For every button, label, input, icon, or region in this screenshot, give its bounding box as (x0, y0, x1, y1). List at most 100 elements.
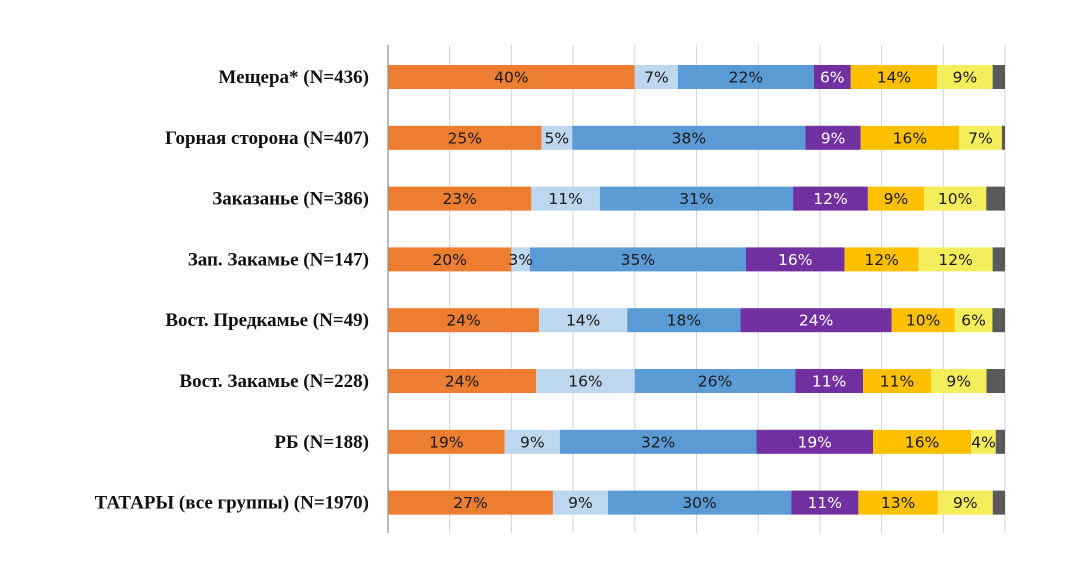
bar-segment-series-2 (539, 308, 628, 333)
bar-segment-series-2 (511, 247, 530, 272)
data-label: 30% (682, 494, 716, 512)
bar-segment-series-4 (805, 125, 861, 150)
data-label: 9% (821, 129, 846, 147)
bar-segment-series-6 (930, 369, 987, 393)
bar-segment-series-7 (986, 186, 1005, 211)
bar-segment-series-7 (992, 308, 1005, 333)
data-label: 26% (698, 373, 732, 391)
bar-segment-series-2 (531, 186, 600, 211)
data-label: 20% (432, 251, 466, 269)
data-label: 11% (812, 373, 846, 391)
bar-segment-series-5 (844, 247, 919, 272)
bar-segment-series-1 (388, 369, 537, 393)
data-label: 22% (729, 69, 763, 87)
data-label: 16% (568, 373, 602, 391)
data-label: 38% (672, 129, 706, 147)
category-label: Мещера* (N=436) (218, 67, 369, 88)
bar-segment-series-2 (552, 490, 608, 515)
data-label: 24% (799, 312, 833, 330)
data-label: 12% (813, 190, 847, 208)
data-label: 9% (568, 494, 593, 512)
bar-segment-series-5 (867, 186, 924, 211)
bar-segment-series-4 (793, 186, 868, 211)
bar-segment-series-3 (572, 125, 806, 150)
data-label: 12% (864, 251, 898, 269)
category-label: Заказанье (N=386) (212, 189, 369, 210)
category-label: Горная сторона (N=407) (165, 128, 369, 149)
data-label: 14% (877, 69, 911, 87)
bar-segment-series-4 (795, 369, 864, 393)
bar-segment-series-6 (937, 65, 993, 89)
data-label: 7% (644, 69, 669, 87)
data-label: 24% (445, 373, 479, 391)
bar-segment-series-3 (607, 490, 792, 515)
data-label: 9% (953, 69, 978, 87)
bar-segment-series-5 (850, 65, 938, 89)
data-label: 9% (884, 190, 909, 208)
data-label: 16% (778, 251, 812, 269)
bar-segment-series-3 (677, 65, 814, 89)
bar-segment-series-7 (992, 247, 1005, 272)
category-label: Вост. Предкамье (N=49) (165, 310, 369, 331)
bar-segment-series-3 (599, 186, 794, 211)
data-label: 11% (808, 494, 842, 512)
bar-segment-series-6 (971, 429, 996, 454)
data-label: 32% (641, 433, 675, 451)
bar-segment-series-5 (858, 490, 938, 515)
bar-segment-series-1 (388, 65, 635, 89)
bar-segment-series-1 (388, 308, 540, 333)
bar-segment-series-3 (559, 429, 757, 454)
data-label: 31% (679, 190, 713, 208)
bar-segment-series-2 (541, 125, 573, 150)
data-label: 16% (893, 129, 927, 147)
category-label: РБ (N=188) (274, 432, 369, 453)
data-label: 16% (905, 433, 939, 451)
bar-segments (388, 65, 1005, 515)
bar-segment-series-4 (756, 429, 874, 454)
bar-segment-series-3 (529, 247, 746, 272)
data-label: 24% (446, 312, 480, 330)
bar-segment-series-1 (388, 490, 553, 515)
data-label: 6% (820, 69, 845, 87)
data-label: 13% (881, 494, 915, 512)
bar-segment-series-2 (634, 65, 678, 89)
bar-segment-series-7 (986, 369, 1005, 393)
bar-segment-series-4 (740, 308, 892, 333)
bar-segment-series-7 (1001, 125, 1005, 150)
bar-segment-series-2 (504, 429, 560, 454)
bar-segment-series-5 (873, 429, 972, 454)
segment-labels: 40% 7% 22% 6% 14% 9% 25% 5% 38% 9% 16% 7% 23% 11% 31% 1… (429, 69, 996, 513)
bar-segment-series-6 (923, 186, 987, 211)
data-label: 19% (797, 433, 831, 451)
bar-segment-series-1 (388, 247, 512, 272)
bar-segment-series-7 (992, 490, 1005, 515)
data-label: 6% (961, 312, 986, 330)
bar-segment-series-1 (388, 429, 505, 454)
data-label: 27% (453, 494, 487, 512)
bar-segment-series-6 (937, 490, 993, 515)
data-label: 35% (621, 251, 655, 269)
category-label: Вост. Закамье (N=228) (179, 371, 369, 392)
bar-segment-series-4 (791, 490, 859, 515)
data-label: 5% (545, 129, 570, 147)
bar-segment-series-4 (745, 247, 845, 272)
data-label: 9% (520, 433, 545, 451)
data-label: 23% (442, 190, 476, 208)
gridlines (449, 45, 1006, 533)
data-label: 18% (667, 312, 701, 330)
data-label: 4% (971, 433, 996, 451)
data-label: 19% (429, 433, 463, 451)
data-label: 11% (548, 190, 582, 208)
bar-segment-series-5 (860, 125, 959, 150)
data-label: 11% (880, 373, 914, 391)
bar-segment-series-6 (918, 247, 993, 272)
bar-segment-series-3 (634, 369, 796, 393)
category-label: ТАТАРЫ (все группы) (N=1970) (95, 493, 369, 514)
bar-segment-series-6 (954, 308, 993, 333)
bar-segment-series-5 (863, 369, 931, 393)
data-label: 40% (494, 69, 528, 87)
bar-segment-series-4 (813, 65, 851, 89)
data-label: 9% (953, 494, 978, 512)
data-label: 25% (448, 129, 482, 147)
